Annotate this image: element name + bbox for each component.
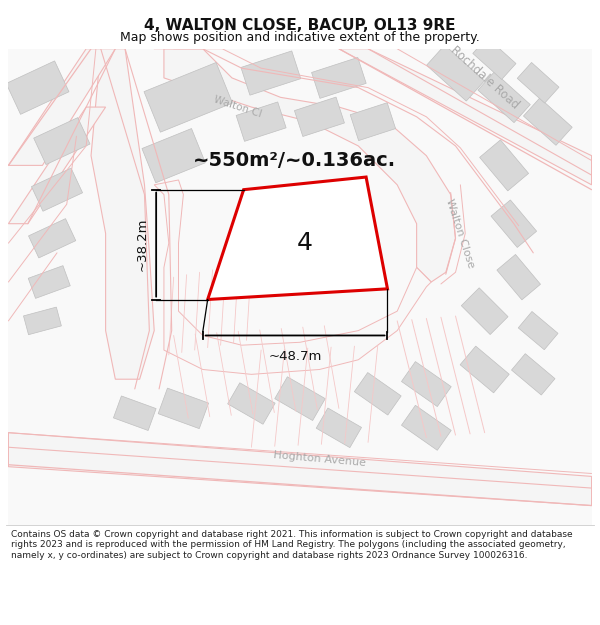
- Polygon shape: [311, 58, 366, 98]
- Text: Contains OS data © Crown copyright and database right 2021. This information is : Contains OS data © Crown copyright and d…: [11, 530, 572, 560]
- Polygon shape: [401, 405, 451, 450]
- Polygon shape: [227, 382, 275, 424]
- Polygon shape: [479, 140, 529, 191]
- Polygon shape: [142, 129, 205, 182]
- Polygon shape: [8, 107, 106, 224]
- Polygon shape: [473, 38, 516, 79]
- Polygon shape: [350, 102, 395, 141]
- Polygon shape: [523, 98, 572, 145]
- Polygon shape: [461, 288, 508, 334]
- Polygon shape: [295, 97, 344, 136]
- Polygon shape: [275, 377, 325, 421]
- Polygon shape: [34, 118, 90, 164]
- Polygon shape: [316, 408, 362, 447]
- Polygon shape: [517, 62, 559, 103]
- Polygon shape: [158, 388, 209, 429]
- Polygon shape: [91, 49, 154, 379]
- Polygon shape: [6, 61, 69, 114]
- Polygon shape: [164, 49, 455, 282]
- Polygon shape: [8, 432, 592, 506]
- Polygon shape: [8, 49, 592, 525]
- Polygon shape: [401, 362, 451, 407]
- Polygon shape: [29, 219, 76, 258]
- Text: ~48.7m: ~48.7m: [268, 351, 322, 363]
- Polygon shape: [478, 72, 530, 122]
- Polygon shape: [241, 51, 301, 95]
- Polygon shape: [497, 254, 541, 300]
- Text: 4: 4: [297, 231, 313, 255]
- Polygon shape: [28, 266, 70, 298]
- Text: Walton Close: Walton Close: [445, 198, 476, 269]
- Polygon shape: [31, 168, 83, 211]
- Polygon shape: [8, 49, 115, 166]
- Text: Hoghton Avenue: Hoghton Avenue: [273, 450, 366, 468]
- Polygon shape: [236, 102, 286, 141]
- Polygon shape: [113, 396, 156, 431]
- Polygon shape: [427, 45, 484, 101]
- Polygon shape: [512, 354, 555, 395]
- Text: ~38.2m: ~38.2m: [136, 218, 149, 271]
- Polygon shape: [208, 177, 388, 299]
- Text: Walton Cl: Walton Cl: [212, 94, 263, 119]
- Polygon shape: [144, 62, 232, 132]
- Polygon shape: [154, 180, 431, 374]
- Polygon shape: [491, 200, 536, 248]
- Text: 4, WALTON CLOSE, BACUP, OL13 9RE: 4, WALTON CLOSE, BACUP, OL13 9RE: [144, 18, 456, 32]
- Polygon shape: [339, 49, 592, 185]
- Text: Map shows position and indicative extent of the property.: Map shows position and indicative extent…: [120, 31, 480, 44]
- Polygon shape: [518, 311, 558, 350]
- Polygon shape: [23, 307, 61, 334]
- Polygon shape: [460, 346, 509, 393]
- Text: Rochdale Road: Rochdale Road: [448, 44, 521, 112]
- Text: ~550m²/~0.136ac.: ~550m²/~0.136ac.: [193, 151, 396, 170]
- Polygon shape: [355, 372, 401, 415]
